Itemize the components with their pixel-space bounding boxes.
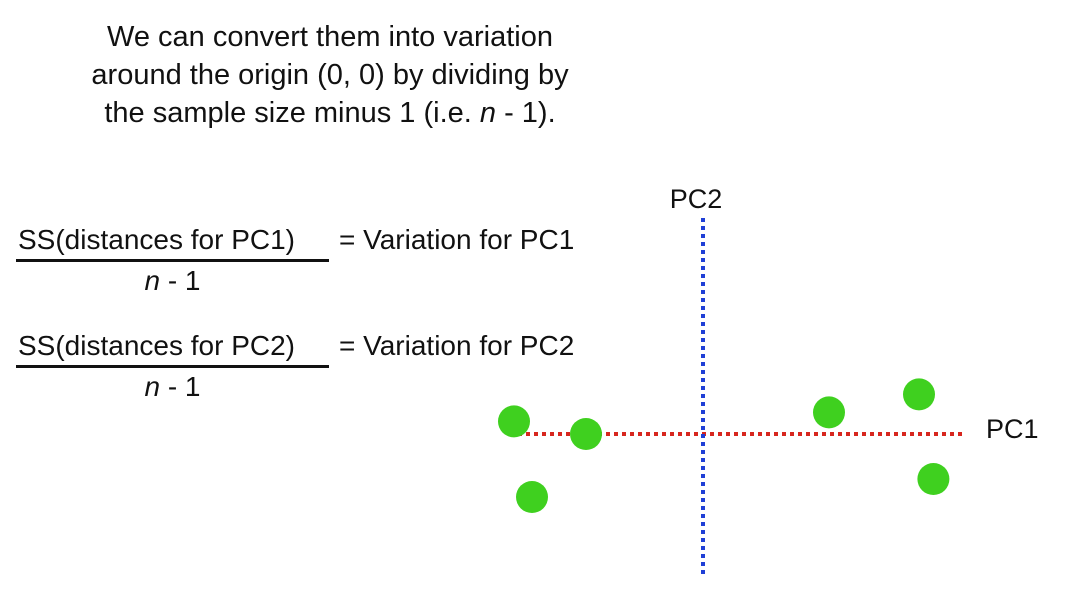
data-point-4 xyxy=(813,396,845,429)
formula-pc1-n: n xyxy=(144,265,161,296)
formula-pc1-fraction-bar xyxy=(16,259,329,262)
formula-pc2-n: n xyxy=(144,371,161,402)
data-point-6 xyxy=(917,463,950,495)
formula-pc1-numerator: SS(distances for PC1) xyxy=(18,224,295,255)
formula-pc1-result: = Variation for PC1 xyxy=(339,224,575,255)
data-point-3 xyxy=(516,481,548,513)
formula-pc1-minus-one: - 1 xyxy=(160,265,201,296)
formula-pc2-result: = Variation for PC2 xyxy=(339,330,575,361)
caption-n-italic: n xyxy=(479,97,497,129)
data-point-2 xyxy=(570,418,602,450)
caption-line-3-suffix: - 1). xyxy=(496,97,556,129)
formula-pc2-fraction-bar xyxy=(16,365,329,368)
formula-pc2-denominator: n - 1 xyxy=(16,370,329,404)
formula-pc2-minus-one: - 1 xyxy=(160,371,201,402)
caption-line-1: We can convert them into variation xyxy=(107,21,553,53)
formula-pc2-numerator: SS(distances for PC2) xyxy=(18,330,295,361)
caption-line-2: around the origin (0, 0) by dividing by xyxy=(91,59,569,91)
caption-line-3: the sample size minus 1 (i.e. n - 1). xyxy=(40,94,620,132)
caption-line-3-prefix: the sample size minus 1 (i.e. xyxy=(104,97,480,129)
pc2-axis-label: PC2 xyxy=(670,184,723,214)
data-points xyxy=(498,378,950,513)
formula-pc1: SS(distances for PC1) = Variation for PC… xyxy=(16,222,626,312)
formula-pc1-denominator: n - 1 xyxy=(16,264,329,298)
data-point-5 xyxy=(903,378,935,411)
pc1-axis-label: PC1 xyxy=(986,414,1039,444)
formula-pc2: SS(distances for PC2) = Variation for PC… xyxy=(16,328,626,418)
caption-text: We can convert them into variation aroun… xyxy=(40,18,620,132)
data-point-1 xyxy=(498,405,530,438)
